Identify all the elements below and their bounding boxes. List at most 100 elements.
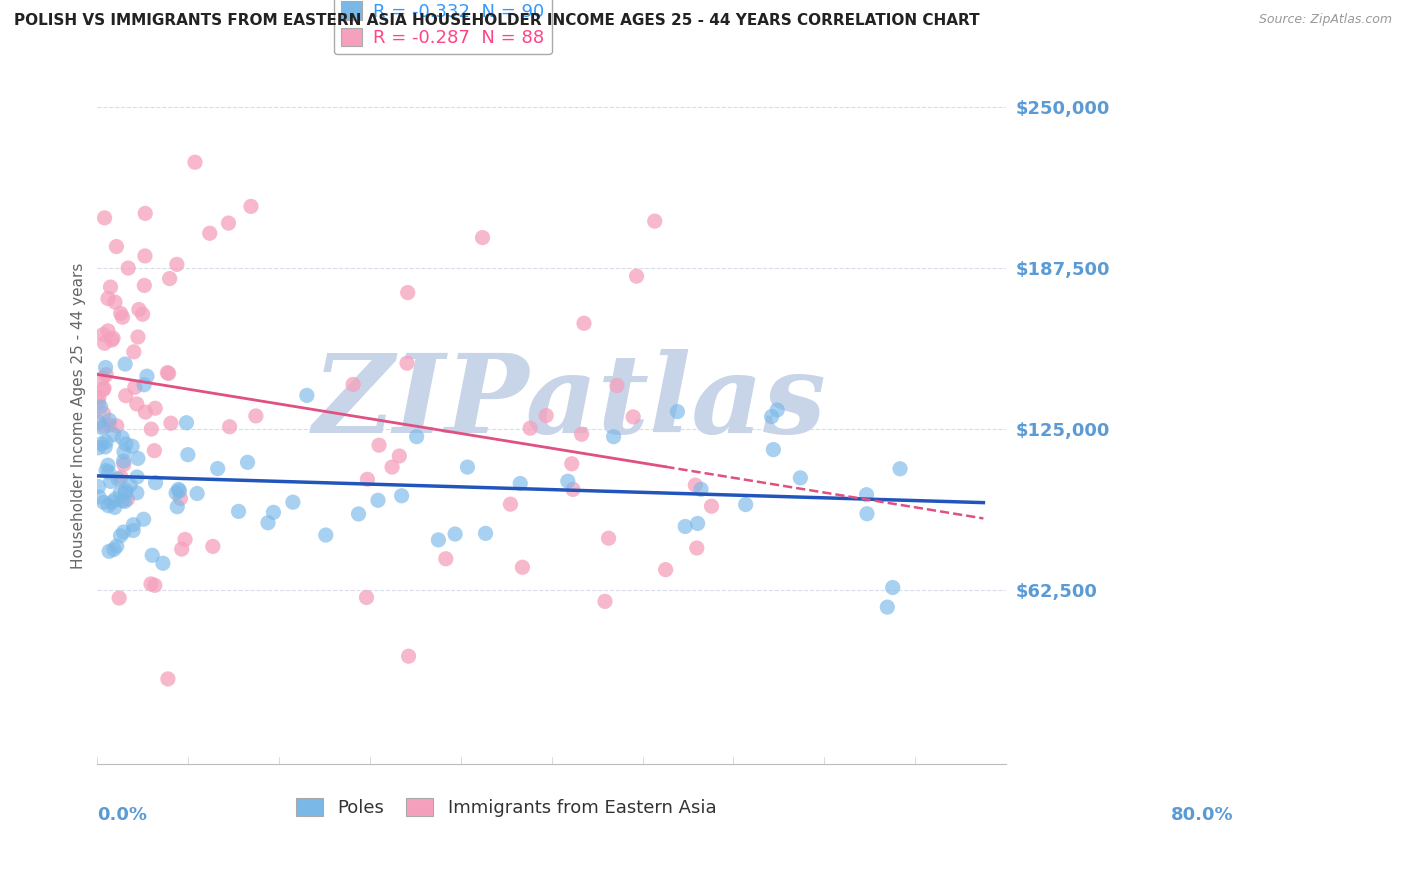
Point <box>499 497 522 511</box>
Point <box>686 516 709 531</box>
Point <box>157 367 180 381</box>
Point <box>152 556 174 570</box>
Point <box>111 431 134 445</box>
Point <box>690 483 713 497</box>
Point <box>103 542 125 557</box>
Point <box>245 409 267 423</box>
Point <box>112 454 135 468</box>
Point <box>110 470 132 484</box>
Point <box>117 492 139 507</box>
Point <box>201 539 224 553</box>
Point <box>107 472 129 486</box>
Legend: Poles, Immigrants from Eastern Asia: Poles, Immigrants from Eastern Asia <box>290 790 724 824</box>
Point <box>91 383 114 397</box>
Point <box>90 436 112 450</box>
Point <box>111 310 134 325</box>
Point <box>87 490 110 504</box>
Point <box>700 499 723 513</box>
Point <box>626 269 648 284</box>
Point <box>97 499 120 513</box>
Point <box>104 295 127 310</box>
Point <box>91 327 114 342</box>
Point <box>114 485 136 500</box>
Point <box>198 226 221 240</box>
Point <box>104 492 127 507</box>
Point <box>456 460 478 475</box>
Point <box>141 549 163 563</box>
Point <box>262 505 284 519</box>
Point <box>127 451 149 466</box>
Point <box>93 211 115 225</box>
Point <box>94 368 117 382</box>
Point <box>169 483 191 498</box>
Text: 80.0%: 80.0% <box>1171 805 1233 823</box>
Point <box>561 483 583 497</box>
Text: Source: ZipAtlas.com: Source: ZipAtlas.com <box>1258 13 1392 27</box>
Point <box>598 531 620 545</box>
Point <box>434 551 457 566</box>
Point <box>257 516 280 530</box>
Point <box>105 539 128 553</box>
Point <box>766 403 789 417</box>
Point <box>621 409 644 424</box>
Point <box>356 472 378 486</box>
Point <box>103 427 125 442</box>
Point <box>165 486 187 500</box>
Point <box>87 415 110 429</box>
Point <box>471 230 494 244</box>
Point <box>143 401 166 416</box>
Point <box>112 458 135 472</box>
Point <box>367 493 389 508</box>
Point <box>98 417 121 432</box>
Point <box>145 475 167 490</box>
Point <box>534 409 557 423</box>
Point <box>512 560 534 574</box>
Point <box>87 480 110 494</box>
Point <box>132 512 155 526</box>
Point <box>118 478 141 492</box>
Point <box>240 199 263 213</box>
Point <box>97 292 120 306</box>
Point <box>644 214 666 228</box>
Point <box>395 356 418 370</box>
Point <box>114 494 136 508</box>
Point <box>789 471 811 485</box>
Point <box>134 278 156 293</box>
Point <box>125 470 148 484</box>
Point <box>94 440 117 454</box>
Point <box>132 377 155 392</box>
Point <box>561 457 583 471</box>
Point <box>134 206 156 220</box>
Point <box>127 330 149 344</box>
Point <box>734 498 756 512</box>
Point <box>94 360 117 375</box>
Point <box>93 495 115 509</box>
Point <box>177 448 200 462</box>
Point <box>606 378 628 392</box>
Point <box>131 307 153 321</box>
Point <box>98 413 121 427</box>
Point <box>104 500 127 515</box>
Text: ZIPatlas: ZIPatlas <box>314 349 827 456</box>
Point <box>108 591 131 605</box>
Point <box>876 600 898 615</box>
Y-axis label: Householder Income Ages 25 - 44 years: Householder Income Ages 25 - 44 years <box>72 263 86 569</box>
Point <box>114 389 136 403</box>
Point <box>519 421 541 435</box>
Point <box>186 486 208 500</box>
Point <box>159 271 181 285</box>
Point <box>91 371 114 385</box>
Point <box>139 577 162 591</box>
Point <box>236 455 259 469</box>
Point <box>143 578 166 592</box>
Point <box>122 524 145 538</box>
Point <box>381 460 404 475</box>
Point <box>111 493 134 508</box>
Point <box>128 302 150 317</box>
Point <box>673 519 696 533</box>
Point <box>654 563 676 577</box>
Text: POLISH VS IMMIGRANTS FROM EASTERN ASIA HOUSEHOLDER INCOME AGES 25 - 44 YEARS COR: POLISH VS IMMIGRANTS FROM EASTERN ASIA H… <box>14 13 980 29</box>
Point <box>90 400 112 414</box>
Point <box>110 485 132 500</box>
Point <box>474 526 496 541</box>
